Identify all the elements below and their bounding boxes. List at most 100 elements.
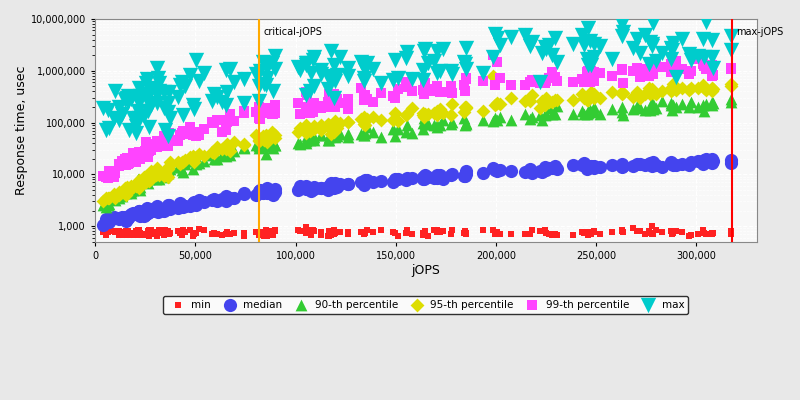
- min: [576, 229, 589, 235]
- 90-th percentile: [174, 164, 187, 170]
- median: [388, 175, 401, 182]
- 99-th percentile: [504, 82, 517, 88]
- median: [433, 172, 446, 178]
- 95-th percentile: [655, 88, 668, 95]
- min: [581, 229, 594, 235]
- 90-th percentile: [162, 166, 174, 173]
- 99-th percentile: [153, 138, 166, 144]
- 90-th percentile: [102, 202, 115, 209]
- median: [606, 162, 619, 168]
- 99-th percentile: [144, 147, 157, 153]
- 99-th percentile: [122, 161, 134, 167]
- median: [706, 160, 718, 166]
- 90-th percentile: [358, 132, 370, 138]
- 99-th percentile: [585, 68, 598, 74]
- 99-th percentile: [121, 154, 134, 161]
- 95-th percentile: [490, 100, 503, 106]
- max: [366, 66, 379, 72]
- 95-th percentile: [133, 183, 146, 189]
- min: [144, 231, 157, 237]
- 95-th percentile: [526, 92, 538, 99]
- 90-th percentile: [305, 136, 318, 143]
- min: [260, 227, 273, 234]
- median: [269, 188, 282, 195]
- 99-th percentile: [342, 106, 354, 112]
- min: [124, 231, 137, 238]
- 90-th percentile: [228, 148, 241, 154]
- max: [534, 79, 546, 86]
- max: [324, 47, 337, 54]
- max: [221, 89, 234, 95]
- 99-th percentile: [176, 130, 189, 136]
- max: [176, 78, 189, 85]
- 95-th percentile: [706, 87, 718, 94]
- 95-th percentile: [416, 112, 429, 118]
- median: [518, 169, 531, 175]
- 90-th percentile: [250, 142, 262, 148]
- median: [323, 183, 336, 189]
- 95-th percentile: [617, 90, 630, 96]
- 99-th percentile: [292, 100, 305, 106]
- 95-th percentile: [444, 112, 457, 118]
- 99-th percentile: [132, 153, 145, 160]
- median: [306, 184, 319, 191]
- 90-th percentile: [616, 109, 629, 116]
- 90-th percentile: [578, 111, 590, 117]
- max: [130, 130, 142, 136]
- median: [132, 209, 145, 216]
- min: [301, 230, 314, 237]
- 90-th percentile: [550, 103, 563, 110]
- 99-th percentile: [650, 60, 663, 66]
- max: [177, 112, 190, 118]
- min: [585, 231, 598, 237]
- 90-th percentile: [421, 121, 434, 128]
- 99-th percentile: [133, 149, 146, 156]
- 95-th percentile: [113, 192, 126, 198]
- 99-th percentile: [327, 103, 340, 110]
- 90-th percentile: [172, 164, 185, 170]
- 99-th percentile: [252, 115, 265, 122]
- min: [304, 227, 317, 233]
- max: [666, 47, 678, 54]
- max: [159, 127, 172, 134]
- max: [594, 43, 607, 50]
- 95-th percentile: [150, 170, 163, 177]
- min: [108, 228, 121, 234]
- 95-th percentile: [144, 168, 157, 174]
- 90-th percentile: [152, 166, 165, 172]
- median: [534, 168, 546, 174]
- min: [133, 227, 146, 234]
- median: [124, 212, 137, 218]
- 99-th percentile: [566, 79, 579, 86]
- median: [406, 174, 418, 181]
- min: [143, 227, 156, 234]
- 95-th percentile: [524, 98, 537, 104]
- max: [550, 59, 563, 65]
- 95-th percentile: [664, 85, 677, 92]
- 95-th percentile: [254, 137, 266, 144]
- 90-th percentile: [139, 172, 152, 178]
- 99-th percentile: [138, 152, 150, 159]
- 99-th percentile: [427, 88, 440, 95]
- max: [342, 73, 354, 79]
- max: [102, 125, 115, 131]
- 95-th percentile: [583, 92, 596, 98]
- 90-th percentile: [692, 104, 705, 110]
- 95-th percentile: [208, 150, 221, 156]
- min: [133, 232, 146, 238]
- 99-th percentile: [150, 143, 162, 149]
- 95-th percentile: [538, 101, 551, 108]
- median: [300, 185, 313, 192]
- 99-th percentile: [258, 108, 270, 114]
- 95-th percentile: [140, 179, 153, 186]
- 95-th percentile: [566, 97, 579, 104]
- min: [707, 230, 720, 236]
- 95-th percentile: [328, 118, 341, 124]
- max: [421, 60, 434, 66]
- 95-th percentile: [358, 121, 370, 128]
- 95-th percentile: [581, 97, 594, 103]
- max: [144, 84, 157, 91]
- median: [646, 159, 659, 166]
- min: [294, 228, 306, 234]
- max: [308, 54, 321, 60]
